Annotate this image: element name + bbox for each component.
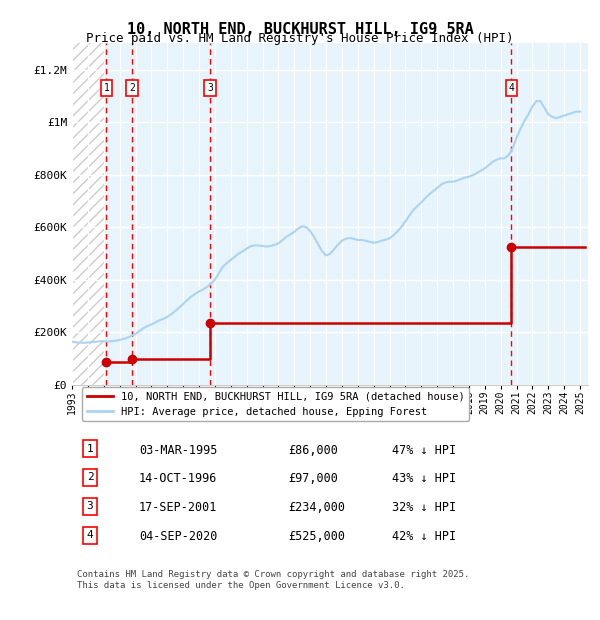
Text: Contains HM Land Registry data © Crown copyright and database right 2025.
This d: Contains HM Land Registry data © Crown c… bbox=[77, 570, 470, 590]
Text: 4: 4 bbox=[509, 82, 514, 93]
Text: 14-OCT-1996: 14-OCT-1996 bbox=[139, 472, 217, 485]
Text: 2: 2 bbox=[86, 472, 94, 482]
Text: 42% ↓ HPI: 42% ↓ HPI bbox=[392, 530, 456, 543]
Legend: 10, NORTH END, BUCKHURST HILL, IG9 5RA (detached house), HPI: Average price, det: 10, NORTH END, BUCKHURST HILL, IG9 5RA (… bbox=[82, 387, 469, 420]
Text: £97,000: £97,000 bbox=[289, 472, 338, 485]
Text: £86,000: £86,000 bbox=[289, 443, 338, 456]
Bar bbox=[104, 43, 588, 384]
Text: 10, NORTH END, BUCKHURST HILL, IG9 5RA: 10, NORTH END, BUCKHURST HILL, IG9 5RA bbox=[127, 22, 473, 37]
Text: 32% ↓ HPI: 32% ↓ HPI bbox=[392, 502, 456, 515]
Text: Price paid vs. HM Land Registry's House Price Index (HPI): Price paid vs. HM Land Registry's House … bbox=[86, 32, 514, 45]
Text: £234,000: £234,000 bbox=[289, 502, 346, 515]
Text: 3: 3 bbox=[86, 502, 94, 512]
Bar bbox=[72, 43, 104, 384]
Text: 03-MAR-1995: 03-MAR-1995 bbox=[139, 443, 217, 456]
Text: 04-SEP-2020: 04-SEP-2020 bbox=[139, 530, 217, 543]
Text: 1: 1 bbox=[104, 82, 109, 93]
Text: 1: 1 bbox=[86, 443, 94, 454]
Text: 17-SEP-2001: 17-SEP-2001 bbox=[139, 502, 217, 515]
Text: 2: 2 bbox=[129, 82, 135, 93]
Text: 43% ↓ HPI: 43% ↓ HPI bbox=[392, 472, 456, 485]
Text: 47% ↓ HPI: 47% ↓ HPI bbox=[392, 443, 456, 456]
Text: 3: 3 bbox=[208, 82, 213, 93]
Text: 4: 4 bbox=[86, 530, 94, 540]
Text: £525,000: £525,000 bbox=[289, 530, 346, 543]
